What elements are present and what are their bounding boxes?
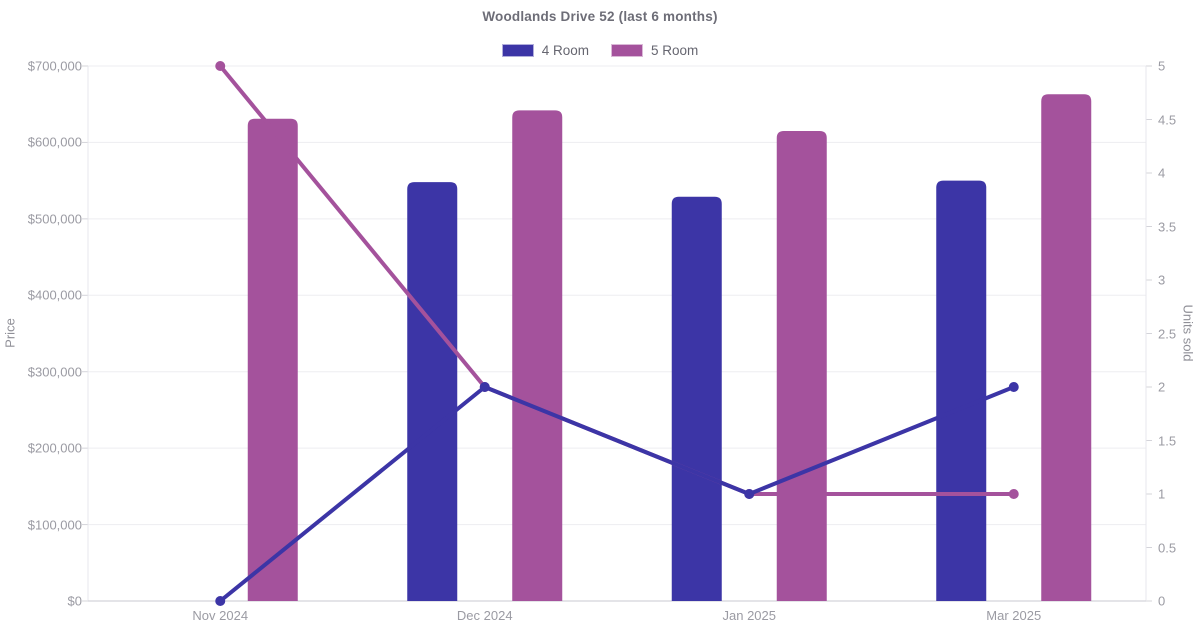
left-axis-tick: $500,000 — [27, 211, 82, 227]
x-axis-category-label: Nov 2024 — [192, 608, 249, 623]
left-axis-tick: $100,000 — [27, 517, 82, 533]
point-4-room — [744, 489, 755, 499]
legend-item-5-room[interactable]: 5 Room — [611, 43, 698, 58]
right-axis-tick: 3.5 — [1158, 219, 1177, 234]
point-4-room — [215, 596, 226, 606]
right-axis-title: Units sold — [1180, 304, 1196, 362]
line-4-room — [218, 385, 1016, 603]
x-axis-category-label: Mar 2025 — [986, 608, 1042, 623]
x-axis-category-label: Dec 2024 — [456, 608, 513, 623]
point-4-room — [479, 382, 490, 392]
right-axis-tick: 0 — [1158, 593, 1166, 609]
right-axis-tick: 0.5 — [1158, 540, 1177, 555]
right-axis-tick: 1 — [1158, 486, 1166, 502]
legend-swatch-icon — [611, 43, 643, 57]
bar-5-room — [1041, 94, 1092, 602]
legend-item-4-room[interactable]: 4 Room — [501, 42, 589, 58]
point-4-room — [1008, 382, 1019, 392]
left-axis-tick: $0 — [67, 593, 82, 609]
legend-label: 5 Room — [651, 42, 699, 58]
right-axis-tick: 4.5 — [1158, 112, 1177, 127]
right-axis-tick: 4 — [1158, 165, 1166, 181]
bar-4-room — [936, 180, 987, 601]
point-5-room — [1008, 489, 1019, 499]
left-axis-title: Price — [2, 318, 18, 348]
legend-label: 4 Room — [541, 42, 589, 58]
left-axis-tick: $700,000 — [27, 58, 82, 74]
right-axis-tick: 2 — [1158, 379, 1166, 395]
chart-title: Woodlands Drive 52 (last 6 months) — [482, 9, 718, 24]
bar-5-room — [776, 130, 827, 601]
right-axis-tick: 5 — [1158, 58, 1166, 74]
x-axis-category-label: Jan 2025 — [722, 608, 777, 623]
left-axis-tick: $400,000 — [27, 287, 82, 303]
right-axis-tick: 2.5 — [1158, 326, 1177, 341]
legend-swatch-icon — [501, 43, 534, 57]
line-5-room — [218, 64, 1016, 496]
right-axis-tick: 1.5 — [1158, 433, 1177, 448]
bar-5-room — [247, 118, 298, 601]
point-5-room — [215, 61, 226, 71]
chart-legend: 4 Room 5 Room — [0, 41, 1200, 59]
bar-5-room — [512, 110, 563, 601]
left-axis-tick: $200,000 — [27, 440, 82, 456]
left-axis-tick: $300,000 — [27, 364, 82, 380]
bar-4-room — [407, 182, 458, 601]
bar-4-room — [671, 196, 722, 601]
right-axis-tick: 3 — [1158, 272, 1166, 288]
left-axis-tick: $600,000 — [27, 134, 82, 150]
